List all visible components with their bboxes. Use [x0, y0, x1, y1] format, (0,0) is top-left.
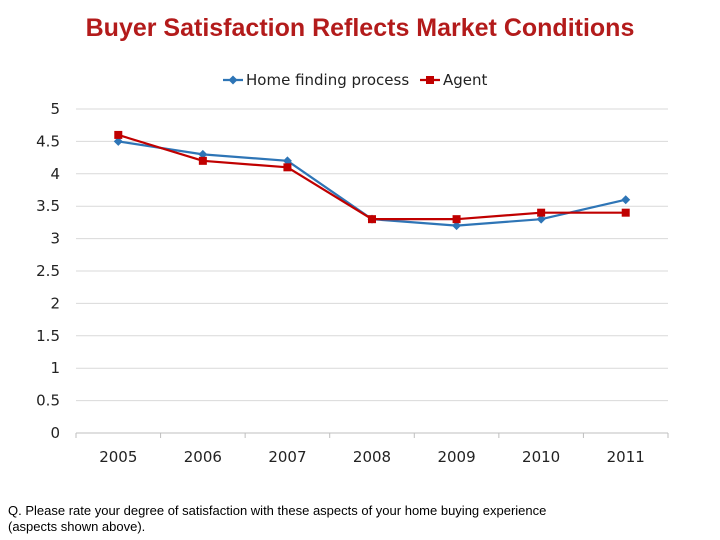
y-tick-label: 1.5 [36, 327, 60, 345]
chart-title: Buyer Satisfaction Reflects Market Condi… [85, 14, 635, 42]
y-tick-label: 0 [50, 424, 60, 442]
x-tick-label: 2007 [268, 448, 306, 466]
data-point [536, 214, 546, 224]
legend-label: Agent [443, 71, 488, 89]
gridlines [76, 108, 668, 402]
x-tick-labels: 2005 2006 2007 2008 2009 2010 2011 [99, 448, 645, 466]
series-agent [114, 130, 630, 224]
data-point [283, 163, 292, 172]
data-point [621, 208, 630, 217]
legend-marker [426, 76, 434, 84]
data-point [452, 221, 462, 231]
y-tick-label: 3.5 [36, 197, 60, 215]
line-chart: 00.511.522.533.544.55 2005 2006 2007 2008 20… [36, 71, 669, 466]
legend-label: Home finding process [246, 71, 409, 89]
y-tick-label: 2 [50, 294, 60, 312]
y-tick-label: 5 [50, 100, 60, 118]
survey-question-note: Q. Please rate your degree of satisfacti… [8, 503, 547, 534]
legend-item: Home finding process [223, 71, 409, 89]
data-point [198, 149, 208, 159]
y-tick-labels: 0 0.5 1 1.5 2 2.5 3 3.5 4 4.5 5 [36, 100, 60, 442]
data-point [452, 215, 461, 224]
data-point [621, 195, 631, 205]
axes [75, 432, 669, 438]
x-tick-label: 2005 [99, 448, 137, 466]
data-point [368, 215, 376, 224]
series [113, 130, 631, 231]
x-tick-label: 2006 [184, 448, 222, 466]
x-tick-label: 2010 [522, 448, 560, 466]
y-tick-label: 1 [50, 359, 60, 377]
data-point [537, 208, 546, 217]
legend-item: Agent [420, 71, 488, 89]
data-point [282, 156, 292, 166]
y-tick-label: 2.5 [36, 262, 60, 280]
data-point [114, 130, 123, 139]
data-point [113, 136, 123, 146]
y-tick-label: 3 [50, 230, 60, 248]
data-point [198, 156, 207, 165]
y-tick-label: 0.5 [36, 392, 60, 410]
x-tick-label: 2011 [607, 448, 645, 466]
legend: Home finding process Agent [223, 71, 488, 89]
x-tick-label: 2008 [353, 448, 391, 466]
y-tick-label: 4.5 [36, 132, 60, 150]
y-tick-label: 4 [50, 165, 60, 183]
legend-marker [228, 75, 238, 85]
x-tick-label: 2009 [437, 448, 475, 466]
